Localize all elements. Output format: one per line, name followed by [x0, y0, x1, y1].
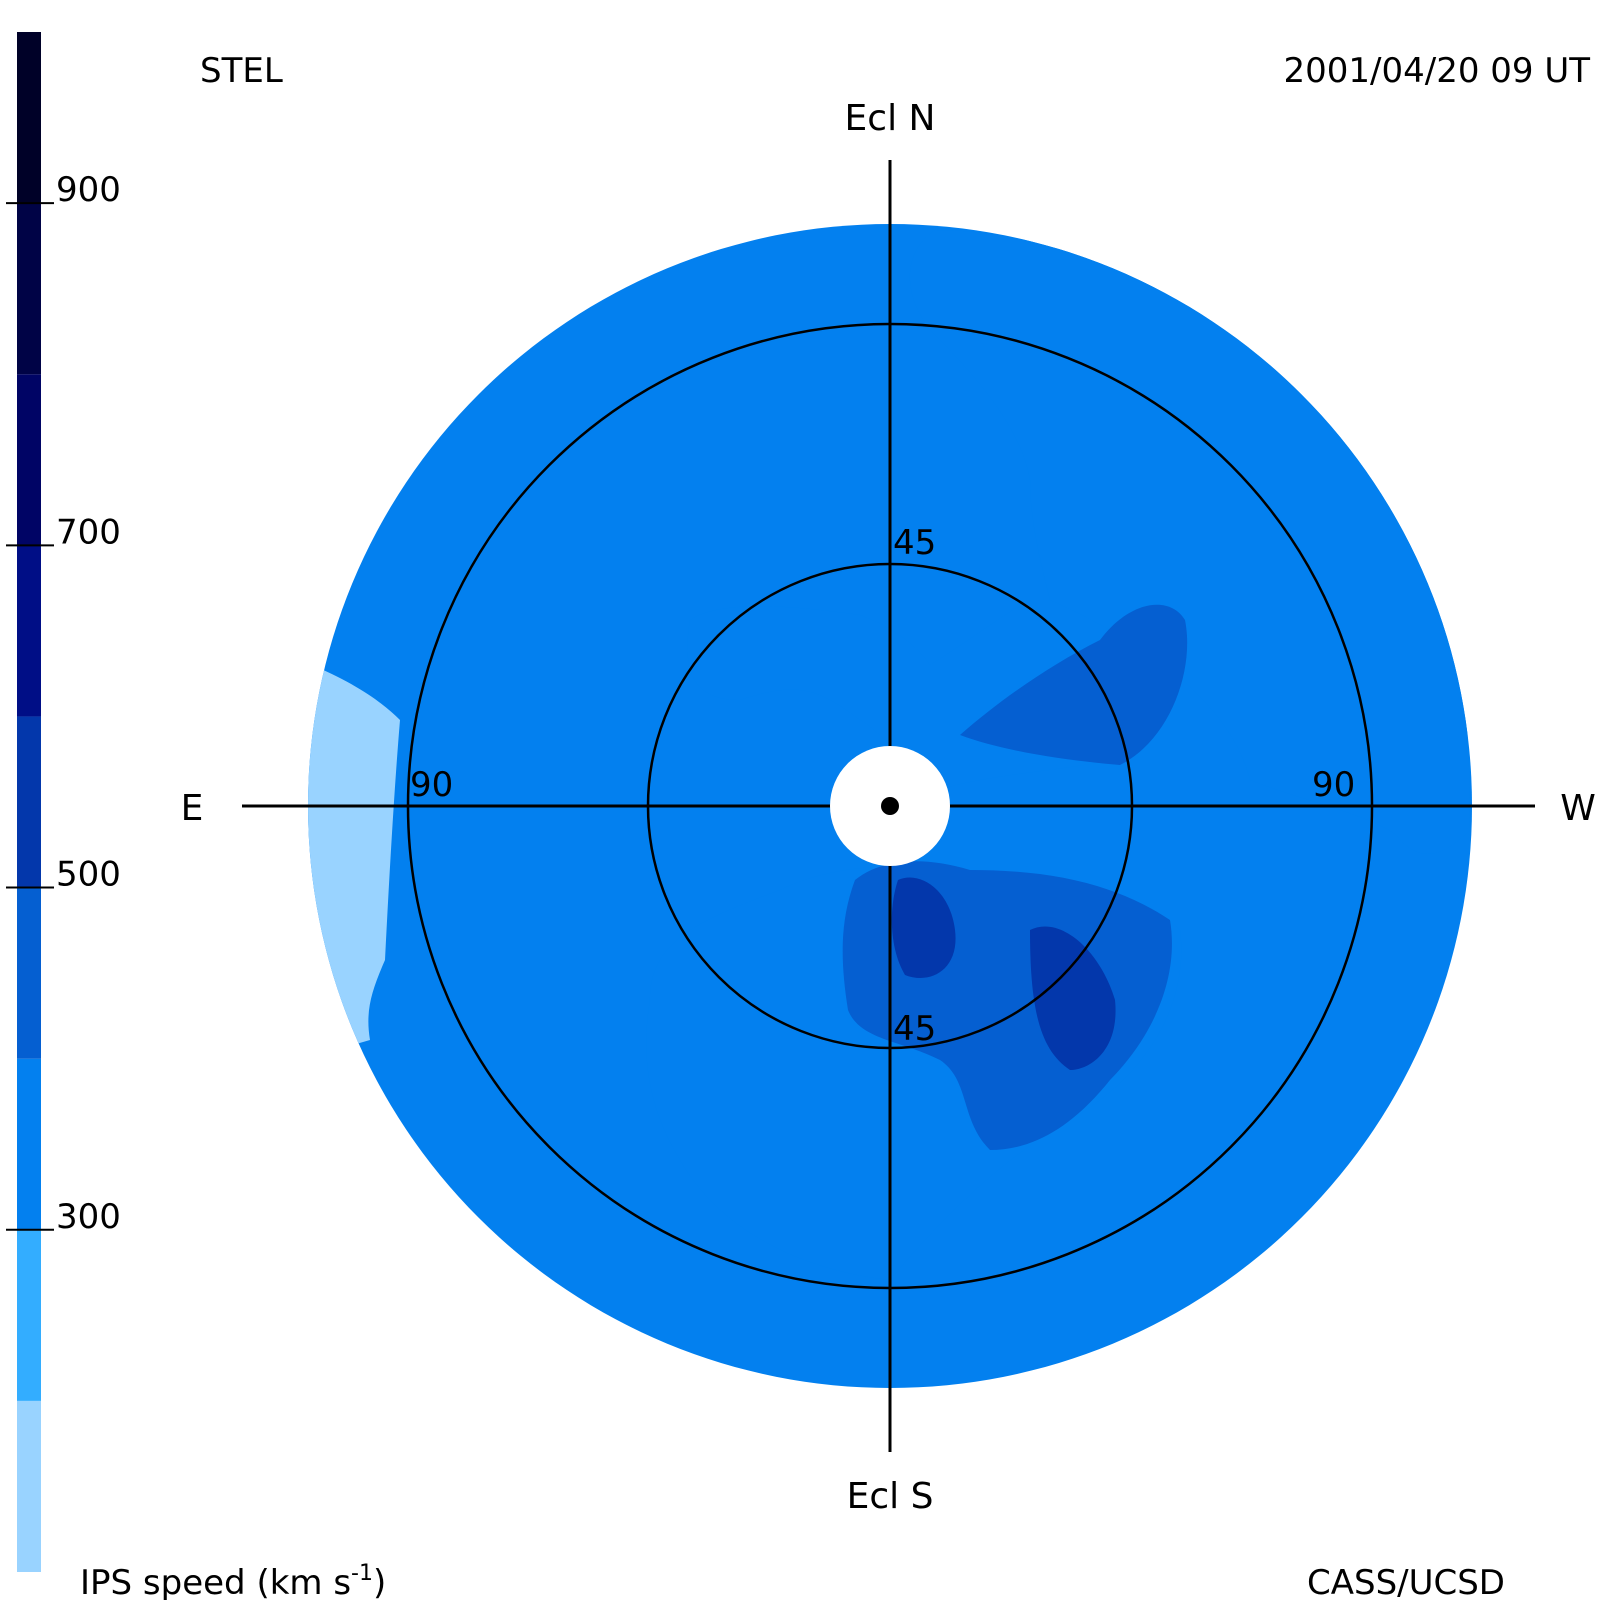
ring-label-90-west: 90	[1312, 765, 1355, 805]
ring-label-45-south: 45	[893, 1009, 936, 1049]
speed-colorbar: 900 700 500 300	[6, 32, 121, 1572]
colorbar-tick-label-300: 300	[56, 1197, 121, 1237]
timestamp-label: 2001/04/20 09 UT	[1284, 51, 1591, 91]
credit-label: CASS/UCSD	[1307, 1563, 1505, 1600]
speed-region-high-south-a	[891, 877, 956, 978]
speed-region-high-south-b	[1030, 926, 1116, 1070]
sun-marker	[881, 797, 899, 815]
colorbar-level-1	[17, 1229, 41, 1401]
colorbar-level-8	[17, 32, 41, 204]
ring-label-45-north: 45	[893, 523, 936, 563]
colorbar-level-7	[17, 203, 41, 375]
direction-label-east: E	[181, 788, 204, 829]
colorbar-tick-label-900: 900	[56, 170, 121, 210]
colorbar-level-3	[17, 887, 41, 1059]
colorbar-level-6	[17, 374, 41, 546]
colorbar-tick-label-700: 700	[56, 512, 121, 552]
colorbar-level-2	[17, 1058, 41, 1230]
sky-map: 45 45 90 90	[242, 160, 1535, 1452]
ring-label-90-east: 90	[410, 765, 453, 805]
colorbar-title: IPS speed (km s-1)	[80, 1561, 386, 1600]
speed-contours	[308, 230, 1470, 1280]
speed-region-north-east-mid	[960, 604, 1188, 765]
colorbar-tick-label-500: 500	[56, 855, 121, 895]
direction-label-south: Ecl S	[847, 1476, 934, 1517]
observatory-label: STEL	[200, 51, 283, 91]
colorbar-level-0	[17, 1400, 41, 1572]
direction-label-west: W	[1560, 788, 1596, 829]
direction-label-north: Ecl N	[845, 98, 936, 139]
colorbar-level-4	[17, 716, 41, 888]
colorbar-level-5	[17, 545, 41, 717]
